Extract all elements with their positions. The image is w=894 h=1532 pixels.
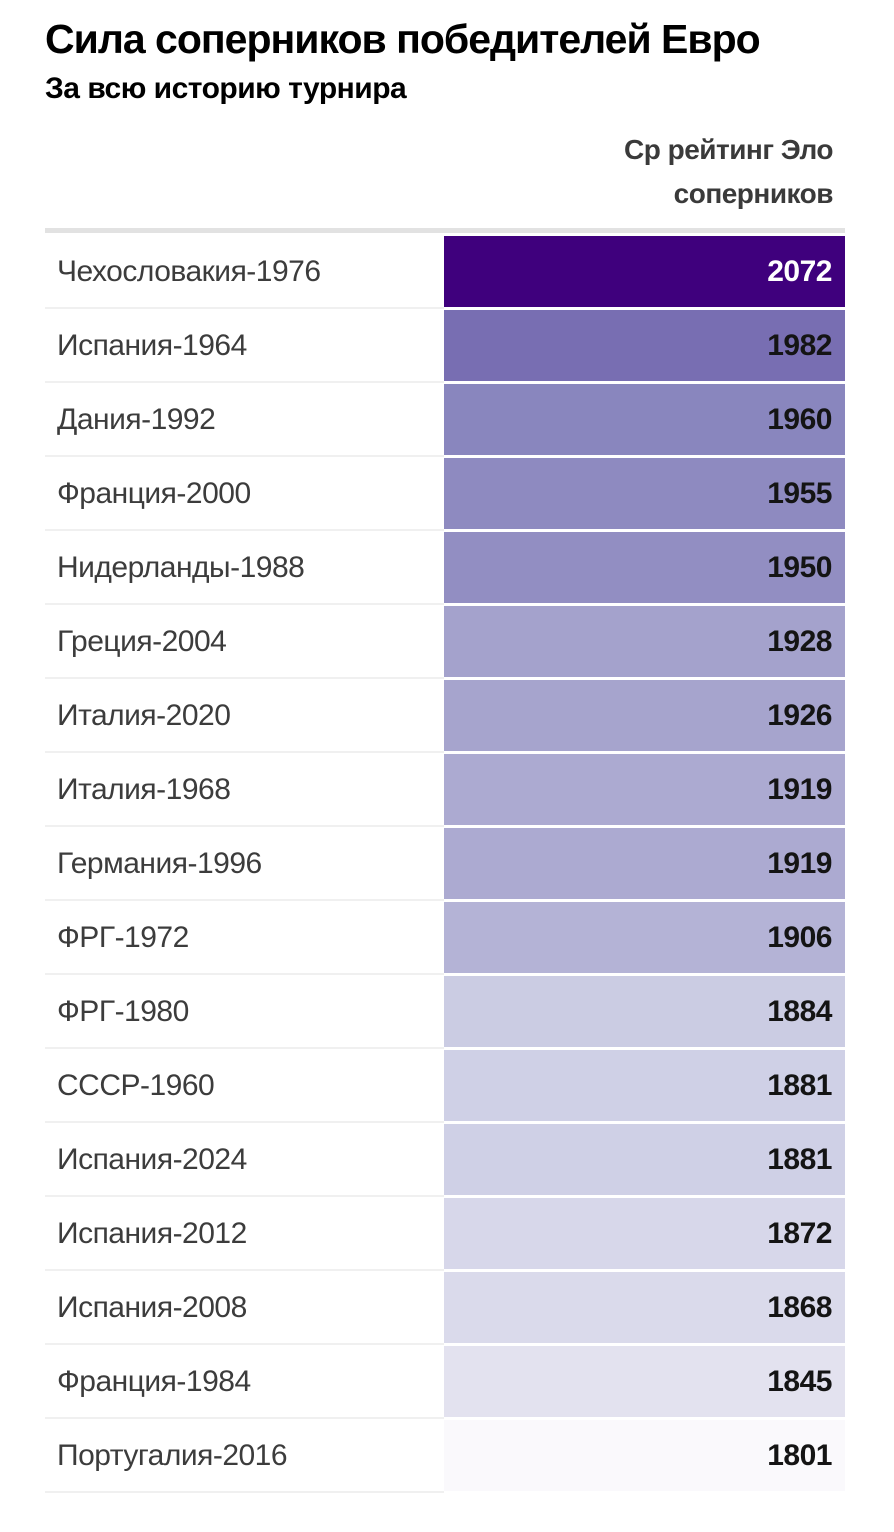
row-label: Греция-2004 bbox=[45, 606, 444, 677]
row-value: 1906 bbox=[767, 920, 832, 954]
row-value-cell: 1881 bbox=[444, 1050, 845, 1121]
row-value-cell: 1928 bbox=[444, 606, 845, 677]
row-value: 1928 bbox=[767, 624, 832, 658]
table-row: Дания-1992 1960 bbox=[45, 384, 845, 455]
row-value: 1919 bbox=[767, 772, 832, 806]
row-value: 1881 bbox=[767, 1142, 832, 1176]
table-row: Италия-1968 1919 bbox=[45, 754, 845, 825]
row-value: 1960 bbox=[767, 402, 832, 436]
table-row: Чехословакия-1976 2072 bbox=[45, 236, 845, 307]
table-row: Испания-2024 1881 bbox=[45, 1124, 845, 1195]
table-row: Германия-1996 1919 bbox=[45, 828, 845, 899]
page-title: Сила соперников победителей Евро bbox=[45, 16, 761, 62]
row-value: 1950 bbox=[767, 550, 832, 584]
row-value-cell: 1919 bbox=[444, 828, 845, 899]
table-row: ФРГ-1980 1884 bbox=[45, 976, 845, 1047]
table-row: Португалия-2016 1801 bbox=[45, 1420, 845, 1491]
row-value: 1801 bbox=[767, 1438, 832, 1472]
table-row: ФРГ-1972 1906 bbox=[45, 902, 845, 973]
row-value-cell: 1845 bbox=[444, 1346, 845, 1417]
row-value: 1881 bbox=[767, 1068, 832, 1102]
row-value: 1919 bbox=[767, 846, 832, 880]
ratings-table: Чехословакия-1976 2072 Испания-1964 1982 Дан… bbox=[45, 228, 845, 1491]
row-label: Испания-2024 bbox=[45, 1124, 444, 1195]
table-row: СССР-1960 1881 bbox=[45, 1050, 845, 1121]
row-value-cell: 1919 bbox=[444, 754, 845, 825]
row-value-cell: 1955 bbox=[444, 458, 845, 529]
row-label: Испания-2008 bbox=[45, 1272, 444, 1343]
table-row: Италия-2020 1926 bbox=[45, 680, 845, 751]
row-label: Португалия-2016 bbox=[45, 1420, 444, 1491]
row-label: СССР-1960 bbox=[45, 1050, 444, 1121]
table-row: Нидерланды-1988 1950 bbox=[45, 532, 845, 603]
page-subtitle: За всю историю турнира bbox=[45, 72, 407, 105]
table-row: Франция-2000 1955 bbox=[45, 458, 845, 529]
value-column-header-line2: соперников bbox=[673, 178, 834, 209]
row-value: 2072 bbox=[767, 254, 832, 288]
row-label: ФРГ-1972 bbox=[45, 902, 444, 973]
row-value-cell: 1868 bbox=[444, 1272, 845, 1343]
row-value: 1884 bbox=[767, 994, 832, 1028]
row-label: ФРГ-1980 bbox=[45, 976, 444, 1047]
row-value-cell: 1872 bbox=[444, 1198, 845, 1269]
row-value-cell: 1906 bbox=[444, 902, 845, 973]
row-label: Италия-1968 bbox=[45, 754, 444, 825]
row-label: Германия-1996 bbox=[45, 828, 444, 899]
row-label: Испания-1964 bbox=[45, 310, 444, 381]
row-value-cell: 1884 bbox=[444, 976, 845, 1047]
row-value: 1868 bbox=[767, 1290, 832, 1324]
row-value-cell: 1982 bbox=[444, 310, 845, 381]
row-value: 1982 bbox=[767, 328, 832, 362]
value-column-header-line1: Ср рейтинг Эло bbox=[623, 134, 834, 165]
table-row: Испания-2012 1872 bbox=[45, 1198, 845, 1269]
row-value: 1926 bbox=[767, 698, 832, 732]
row-label: Нидерланды-1988 bbox=[45, 532, 444, 603]
row-label: Италия-2020 bbox=[45, 680, 444, 751]
table-row: Испания-1964 1982 bbox=[45, 310, 845, 381]
row-value: 1955 bbox=[767, 476, 832, 510]
table-row: Франция-1984 1845 bbox=[45, 1346, 845, 1417]
row-value-cell: 1881 bbox=[444, 1124, 845, 1195]
row-value-cell: 2072 bbox=[444, 236, 845, 307]
table-row: Греция-2004 1928 bbox=[45, 606, 845, 677]
value-column-header: Ср рейтинг Эло соперников bbox=[0, 128, 834, 216]
row-value: 1872 bbox=[767, 1216, 832, 1250]
row-label: Франция-1984 bbox=[45, 1346, 444, 1417]
row-value-cell: 1926 bbox=[444, 680, 845, 751]
table-row: Испания-2008 1868 bbox=[45, 1272, 845, 1343]
row-value-cell: 1950 bbox=[444, 532, 845, 603]
row-value-cell: 1960 bbox=[444, 384, 845, 455]
row-label: Дания-1992 bbox=[45, 384, 444, 455]
row-label: Чехословакия-1976 bbox=[45, 236, 444, 307]
row-value-cell: 1801 bbox=[444, 1420, 845, 1491]
row-label: Франция-2000 bbox=[45, 458, 444, 529]
row-value: 1845 bbox=[767, 1364, 832, 1398]
row-label: Испания-2012 bbox=[45, 1198, 444, 1269]
